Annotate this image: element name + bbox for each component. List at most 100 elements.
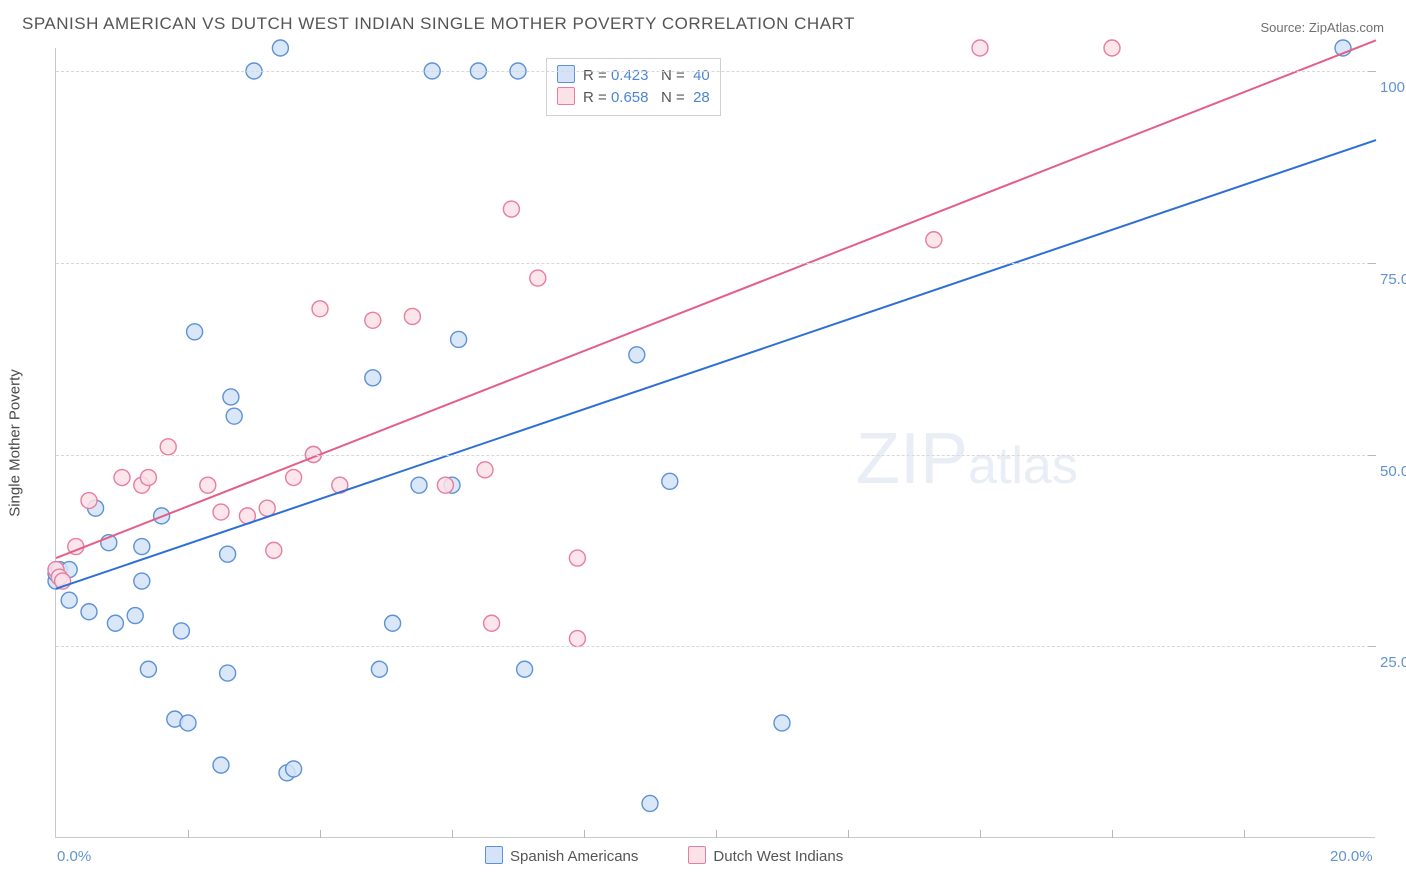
x-tick <box>1244 830 1245 838</box>
legend-swatch-spanish <box>557 65 575 83</box>
gridline <box>56 646 1375 647</box>
data-point-dutch <box>160 439 176 455</box>
data-point-dutch <box>200 477 216 493</box>
x-tick-label: 0.0% <box>57 848 91 865</box>
gridline <box>56 71 1375 72</box>
data-point-spanish <box>220 665 236 681</box>
data-point-dutch <box>140 470 156 486</box>
data-point-dutch <box>266 542 282 558</box>
y-tick <box>1368 455 1376 456</box>
data-point-spanish <box>107 615 123 631</box>
data-point-spanish <box>629 347 645 363</box>
data-point-spanish <box>411 477 427 493</box>
data-point-spanish <box>286 761 302 777</box>
series-swatch-dutch <box>688 846 706 864</box>
data-point-dutch <box>484 615 500 631</box>
data-point-spanish <box>127 608 143 624</box>
data-point-spanish <box>173 623 189 639</box>
data-point-spanish <box>134 539 150 555</box>
x-tick <box>188 830 189 838</box>
series-label-spanish: Spanish Americans <box>510 848 638 865</box>
data-point-spanish <box>371 661 387 677</box>
data-point-dutch <box>972 40 988 56</box>
series-legend: Spanish Americans Dutch West Indians <box>485 846 893 865</box>
trend-line-spanish <box>56 140 1376 589</box>
series-swatch-spanish <box>485 846 503 864</box>
data-point-dutch <box>569 550 585 566</box>
data-point-spanish <box>774 715 790 731</box>
legend-n-value-dutch: 28 <box>689 89 710 106</box>
y-axis-title: Single Mother Poverty <box>7 369 24 517</box>
x-tick <box>1112 830 1113 838</box>
legend-r-label: R = <box>583 89 611 106</box>
data-point-spanish <box>213 757 229 773</box>
series-label-dutch: Dutch West Indians <box>713 848 843 865</box>
data-point-dutch <box>530 270 546 286</box>
x-tick-label: 20.0% <box>1330 848 1373 865</box>
data-point-spanish <box>517 661 533 677</box>
legend-n-label: N = <box>648 89 688 106</box>
legend-r-value-dutch: 0.658 <box>611 89 649 106</box>
data-point-spanish <box>385 615 401 631</box>
chart-svg <box>56 48 1376 838</box>
data-point-spanish <box>272 40 288 56</box>
source-prefix: Source: <box>1260 20 1308 35</box>
data-point-spanish <box>220 546 236 562</box>
legend-r-label: R = <box>583 67 611 84</box>
data-point-spanish <box>226 408 242 424</box>
data-point-dutch <box>312 301 328 317</box>
data-point-spanish <box>642 795 658 811</box>
data-point-dutch <box>213 504 229 520</box>
x-tick <box>848 830 849 838</box>
data-point-dutch <box>286 470 302 486</box>
series-legend-item-spanish: Spanish Americans <box>485 848 638 865</box>
legend-row-dutch: R = 0.658 N = 28 <box>557 87 710 109</box>
data-point-dutch <box>365 312 381 328</box>
data-point-spanish <box>180 715 196 731</box>
legend-n-label: N = <box>648 67 688 84</box>
data-point-spanish <box>140 661 156 677</box>
correlation-legend: R = 0.423 N = 40R = 0.658 N = 28 <box>546 58 721 116</box>
data-point-spanish <box>662 473 678 489</box>
data-point-dutch <box>477 462 493 478</box>
legend-n-value-spanish: 40 <box>689 67 710 84</box>
y-tick-label: 50.0% <box>1380 463 1406 480</box>
y-tick-label: 25.0% <box>1380 654 1406 671</box>
data-point-dutch <box>404 308 420 324</box>
data-point-spanish <box>187 324 203 340</box>
y-tick <box>1368 71 1376 72</box>
data-point-dutch <box>1104 40 1120 56</box>
legend-r-value-spanish: 0.423 <box>611 67 649 84</box>
legend-swatch-dutch <box>557 87 575 105</box>
source-link[interactable]: ZipAtlas.com <box>1309 20 1384 35</box>
data-point-dutch <box>926 232 942 248</box>
data-point-dutch <box>114 470 130 486</box>
x-tick <box>716 830 717 838</box>
chart-title: SPANISH AMERICAN VS DUTCH WEST INDIAN SI… <box>22 14 855 34</box>
data-point-spanish <box>81 604 97 620</box>
gridline <box>56 455 1375 456</box>
x-tick <box>320 830 321 838</box>
data-point-spanish <box>134 573 150 589</box>
y-tick-label: 75.0% <box>1380 271 1406 288</box>
y-tick <box>1368 646 1376 647</box>
data-point-spanish <box>61 592 77 608</box>
legend-row-spanish: R = 0.423 N = 40 <box>557 65 710 87</box>
data-point-spanish <box>223 389 239 405</box>
data-point-spanish <box>451 331 467 347</box>
x-tick <box>452 830 453 838</box>
series-legend-item-dutch: Dutch West Indians <box>688 848 843 865</box>
y-tick <box>1368 263 1376 264</box>
source-attribution: Source: ZipAtlas.com <box>1260 20 1384 35</box>
x-tick <box>980 830 981 838</box>
x-tick <box>584 830 585 838</box>
data-point-dutch <box>259 500 275 516</box>
data-point-spanish <box>365 370 381 386</box>
data-point-dutch <box>81 493 97 509</box>
plot-area: Single Mother Poverty ZIPatlas R = 0.423… <box>55 48 1375 838</box>
y-tick-label: 100.0% <box>1380 79 1406 96</box>
data-point-dutch <box>437 477 453 493</box>
plot-frame: ZIPatlas R = 0.423 N = 40R = 0.658 N = 2… <box>55 48 1375 838</box>
gridline <box>56 263 1375 264</box>
data-point-dutch <box>503 201 519 217</box>
